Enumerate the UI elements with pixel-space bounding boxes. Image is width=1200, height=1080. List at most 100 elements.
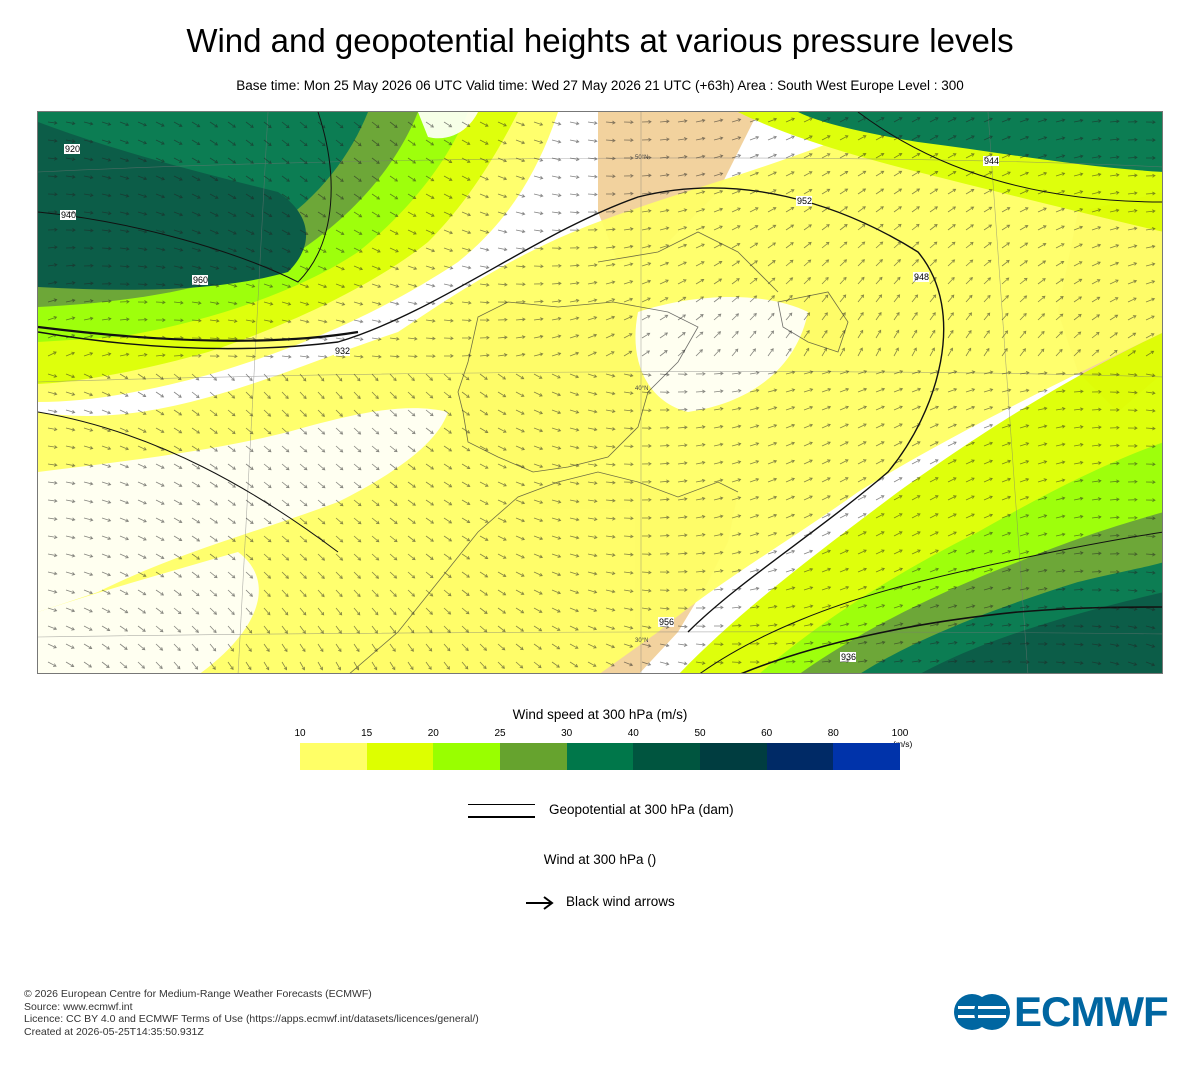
wind-arrow xyxy=(587,373,598,378)
wind-arrow xyxy=(479,571,489,578)
wind-arrow xyxy=(803,441,813,447)
wind-arrow xyxy=(1109,119,1120,124)
wind-arrow xyxy=(605,174,616,179)
wind-arrow xyxy=(911,549,921,555)
wind-arrow xyxy=(965,329,972,339)
wind-arrow xyxy=(317,607,325,616)
wind-arrow xyxy=(1055,424,1066,429)
wind-arrow xyxy=(425,373,434,381)
wind-arrow xyxy=(911,640,922,645)
wind-arrow xyxy=(515,373,525,380)
wind-arrow xyxy=(461,499,471,505)
wind-arrow xyxy=(677,389,688,394)
wind-arrow xyxy=(1145,625,1156,630)
wind-arrow xyxy=(335,535,344,543)
wind-arrow xyxy=(857,206,866,213)
wind-arrow xyxy=(173,157,183,163)
wind-arrow xyxy=(875,329,882,339)
wind-arrow xyxy=(677,296,687,303)
wind-arrow xyxy=(677,155,688,159)
wind-arrow xyxy=(569,192,580,197)
wind-arrow xyxy=(551,571,562,577)
arrow-legend-label: Black wind arrows xyxy=(566,894,675,909)
wind-arrow xyxy=(317,409,325,417)
wind-arrow xyxy=(659,570,670,574)
wind-arrow xyxy=(767,312,775,321)
wind-arrow xyxy=(1091,624,1102,629)
wind-arrow xyxy=(749,532,760,537)
wind-arrow xyxy=(155,499,165,505)
wind-arrow xyxy=(857,135,867,141)
wind-arrow xyxy=(587,333,598,339)
wind-arrow xyxy=(137,535,147,541)
wind-arrow xyxy=(173,211,184,217)
wind-arrow xyxy=(749,442,760,447)
wind-arrow xyxy=(497,661,505,669)
wind-arrow xyxy=(947,117,957,123)
wind-arrow xyxy=(407,571,416,579)
wind-arrow xyxy=(569,427,580,432)
wind-arrow xyxy=(623,589,634,593)
wind-arrow xyxy=(1127,350,1137,357)
wind-arrow xyxy=(551,211,562,215)
wind-arrow xyxy=(1019,388,1030,393)
wind-arrow xyxy=(335,247,345,253)
wind-arrow xyxy=(839,153,849,159)
wind-arrow xyxy=(443,463,453,470)
wind-arrow xyxy=(461,175,471,181)
wind-arrow xyxy=(893,387,904,393)
wind-arrow xyxy=(155,391,165,398)
wind-arrow xyxy=(821,347,827,357)
wind-arrow xyxy=(425,175,435,182)
wind-arrow xyxy=(677,332,686,339)
wind-arrow xyxy=(263,607,271,616)
wind-arrow xyxy=(101,373,111,379)
wind-arrow xyxy=(299,661,305,671)
wind-arrow xyxy=(1073,349,1081,357)
wind-arrow xyxy=(875,477,885,483)
wind-arrow xyxy=(443,409,452,416)
parallel-40n xyxy=(38,371,1162,383)
wind-map[interactable]: 920 940 960 932 952 944 xyxy=(37,111,1163,674)
wind-arrow xyxy=(425,517,435,524)
wind-arrow xyxy=(479,211,490,217)
wind-arrow xyxy=(533,175,544,180)
wind-arrow xyxy=(371,517,380,525)
wind-arrow xyxy=(821,259,830,267)
wind-arrow xyxy=(965,347,972,357)
wind-arrow xyxy=(803,259,812,267)
wind-arrow xyxy=(857,259,865,267)
wind-arrow xyxy=(335,427,344,435)
wind-arrow xyxy=(47,535,58,539)
wind-arrow xyxy=(1073,118,1084,123)
wind-arrow xyxy=(317,301,328,306)
wind-arrow xyxy=(803,513,813,519)
wind-arrow xyxy=(47,316,58,321)
wind-arrow xyxy=(371,139,380,147)
wind-arrow xyxy=(551,391,562,397)
colorbar-segment xyxy=(566,743,634,770)
wind-arrow xyxy=(821,405,832,411)
wind-arrow xyxy=(515,535,526,541)
wind-arrow xyxy=(1055,154,1066,159)
wind-arrow xyxy=(1037,532,1048,537)
wind-arrow xyxy=(515,409,525,415)
wind-arrow xyxy=(209,373,218,381)
wind-arrow xyxy=(659,119,670,124)
wind-arrow xyxy=(65,409,76,414)
wind-arrow xyxy=(875,387,886,393)
wind-arrow xyxy=(911,276,919,285)
wind-arrow xyxy=(1001,477,1012,483)
wind-arrow xyxy=(1037,514,1048,519)
wind-arrow xyxy=(587,499,598,503)
wind-arrow xyxy=(227,517,236,524)
wind-arrow xyxy=(731,348,739,357)
wind-arrow xyxy=(767,370,778,375)
wind-arrow xyxy=(83,139,94,144)
wind-arrow xyxy=(1073,172,1084,177)
wind-arrow xyxy=(641,461,652,466)
wind-arrow xyxy=(1145,498,1156,503)
wind-legend-label: Wind at 300 hPa () xyxy=(543,852,657,867)
wind-arrow xyxy=(893,276,901,285)
wind-arrow xyxy=(407,607,415,616)
